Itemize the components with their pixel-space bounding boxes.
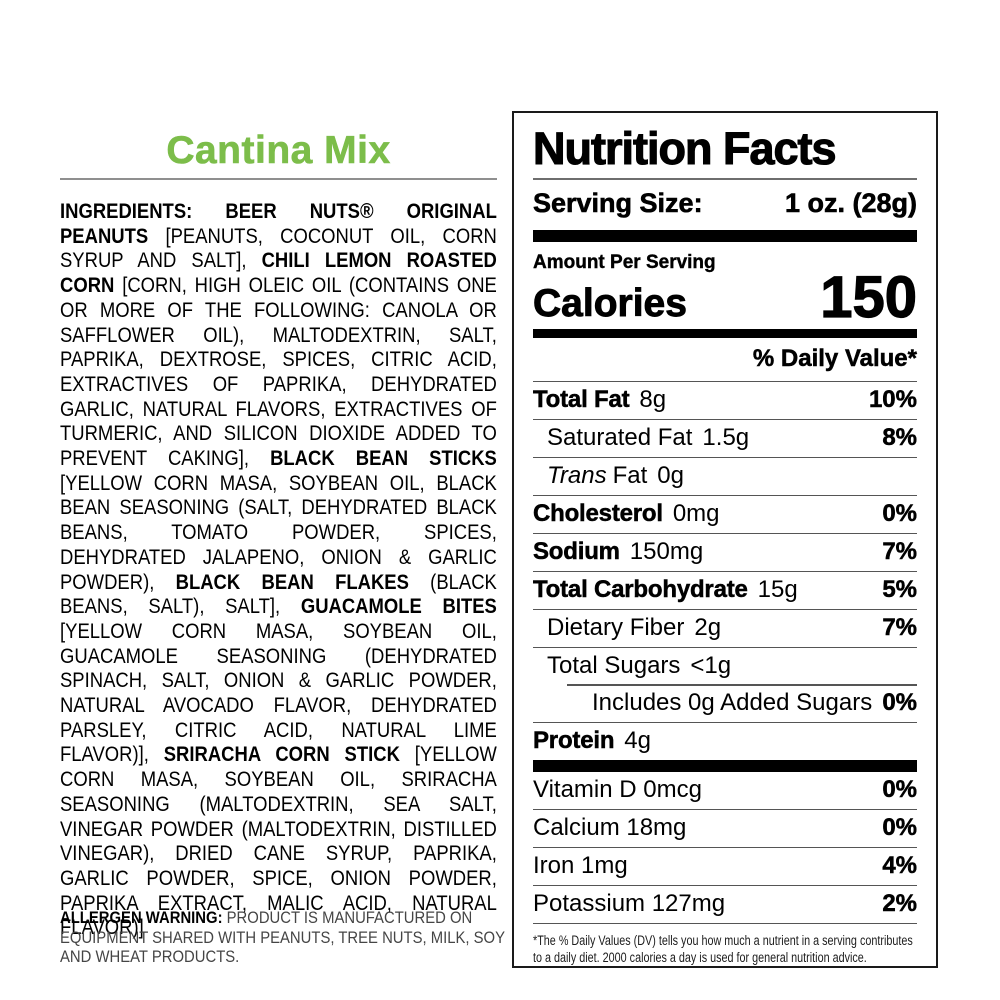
ingredient-component: SRIRACHA CORN STICK [163, 743, 415, 767]
ingredients-label: INGREDIENTS: BEER NUTS® ORIGINAL PEANUTS [60, 200, 497, 248]
calories-value: 150 [820, 265, 918, 330]
daily-value-percent: 7% [882, 614, 917, 642]
vitamin-label: Potassium 127mg [533, 890, 726, 918]
daily-value-percent: 0% [882, 776, 917, 804]
nutrient-name-italic: Trans [547, 462, 607, 490]
ingredient-text: [CORN, HIGH OLEIC OIL (CONTAINS ONE OR M… [60, 274, 497, 471]
nutrient-row-protein: Protein 4g [533, 723, 917, 760]
calories-label: Calories [533, 281, 688, 325]
vitamin-row-vitamin-d: Vitamin D 0mcg 0% [533, 772, 917, 810]
ingredient-component: BLACK BEAN FLAKES [175, 570, 431, 594]
nutrient-amount: 15g [757, 576, 798, 604]
nutrient-name: Includes 0g Added Sugars [592, 689, 873, 717]
daily-value-percent: 0% [882, 689, 917, 717]
nutrient-name: Protein [533, 727, 615, 755]
nutrient-amount: 2g [694, 614, 722, 642]
ingredients-paragraph: INGREDIENTS: BEER NUTS® ORIGINAL PEANUTS… [60, 200, 497, 941]
nutrient-row-total-fat: Total Fat 8g 10% [533, 382, 917, 420]
daily-value-percent: 7% [882, 538, 917, 566]
nutrient-name: Fat [612, 462, 648, 490]
amount-per-serving-label: Amount Per Serving [533, 252, 716, 273]
nutrient-amount: <1g [690, 652, 732, 680]
serving-size-row: Serving Size: 1 oz. (28g) [533, 180, 918, 230]
ingredient-component: GUACAMOLE BITES [300, 595, 497, 619]
allergen-warning-label: ALLERGEN WARNING: [60, 909, 223, 927]
nutrient-name: Total Fat [533, 386, 630, 414]
daily-value-percent: 4% [882, 852, 917, 880]
vitamin-label: Vitamin D 0mcg [533, 776, 702, 804]
nutrient-row-added-sugars: Includes 0g Added Sugars 0% [533, 685, 917, 723]
nutrient-row-total-carbohydrate: Total Carbohydrate 15g 5% [533, 572, 917, 610]
nutrient-name: Dietary Fiber [547, 614, 685, 642]
daily-value-percent: 10% [868, 386, 918, 414]
nutrient-row-dietary-fiber: Dietary Fiber 2g 7% [533, 610, 917, 648]
nutrient-name: Cholesterol [533, 500, 664, 528]
vitamin-label: Iron 1mg [533, 852, 628, 880]
vitamin-label: Calcium 18mg [533, 814, 687, 842]
nutrient-name: Saturated Fat [547, 424, 693, 452]
ingredient-component: CHILI LEMON ROASTED CORN [60, 249, 497, 298]
nutrient-amount: 1.5g [702, 424, 750, 452]
allergen-warning-text: PRODUCT IS MANUFACTURED ON EQUIPMENT SHA… [60, 909, 505, 966]
calories-row: Calories 150 [533, 265, 918, 330]
vitamin-row-potassium: Potassium 127mg 2% [533, 886, 917, 924]
nutrient-row-total-sugars: Total Sugars <1g [533, 648, 917, 686]
footnote-section: *The % Daily Values (DV) tells you how m… [533, 924, 917, 966]
ingredient-text: [YELLOW CORN MASA, SOYBEAN OIL, SRIRACHA… [60, 743, 497, 940]
nutrient-amount: 8g [639, 386, 667, 414]
allergen-warning: ALLERGEN WARNING: PRODUCT IS MANUFACTURE… [60, 909, 507, 968]
medium-bar-divider [533, 328, 917, 338]
nutrient-name: Total Sugars [547, 652, 681, 680]
nutrient-amount: 0g [657, 462, 684, 490]
daily-value-percent: 0% [882, 814, 917, 842]
thick-bar-divider [533, 230, 917, 242]
ingredient-text: [YELLOW CORN MASA, SOYBEAN OIL, GUACAMOL… [60, 619, 497, 767]
nutrient-name: Total Carbohydrate [533, 576, 748, 604]
daily-value-percent: 8% [882, 424, 917, 452]
daily-value-footnote: *The % Daily Values (DV) tells you how m… [533, 932, 913, 966]
product-info-column: Cantina Mix INGREDIENTS: BEER NUTS® ORIG… [60, 129, 497, 939]
title-divider [533, 178, 917, 180]
nutrient-amount: 150mg [629, 538, 704, 566]
vitamin-row-iron: Iron 1mg 4% [533, 848, 917, 886]
serving-size-label: Serving Size: [533, 188, 703, 219]
ingredient-text: [YELLOW CORN MASA, SOYBEAN OIL, BLACK BE… [60, 471, 497, 594]
daily-value-percent: 0% [882, 500, 917, 528]
daily-value-header: % Daily Value* [533, 338, 917, 382]
vitamin-row-calcium: Calcium 18mg 0% [533, 810, 917, 848]
nutrient-row-saturated-fat: Saturated Fat 1.5g 8% [533, 420, 917, 458]
nutrition-facts-title: Nutrition Facts [532, 123, 837, 174]
title-underline [60, 177, 497, 180]
daily-value-percent: 5% [882, 576, 917, 604]
nutrient-row-trans-fat: Trans Fat 0g [533, 458, 917, 496]
ingredient-text: (BLACK BEANS, SALT), SALT], [60, 570, 497, 619]
nutrient-amount: 0mg [672, 500, 720, 528]
nutrient-name: Sodium [533, 538, 620, 566]
serving-size-value: 1 oz. (28g) [784, 188, 918, 219]
ingredient-text: [PEANUTS, COCONUT OIL, CORN SYRUP AND SA… [60, 224, 497, 273]
ingredient-component: BLACK BEAN STICKS [270, 447, 497, 471]
product-title: Cantina Mix [166, 129, 391, 172]
thick-bar-divider [533, 759, 917, 772]
nutrient-row-cholesterol: Cholesterol 0mg 0% [533, 496, 917, 534]
nutrition-facts-panel: Nutrition Facts Serving Size: 1 oz. (28g… [512, 111, 938, 968]
nutrient-row-sodium: Sodium 150mg 7% [533, 534, 917, 572]
nutrient-amount: 4g [624, 727, 651, 755]
daily-value-percent: 2% [882, 890, 917, 918]
